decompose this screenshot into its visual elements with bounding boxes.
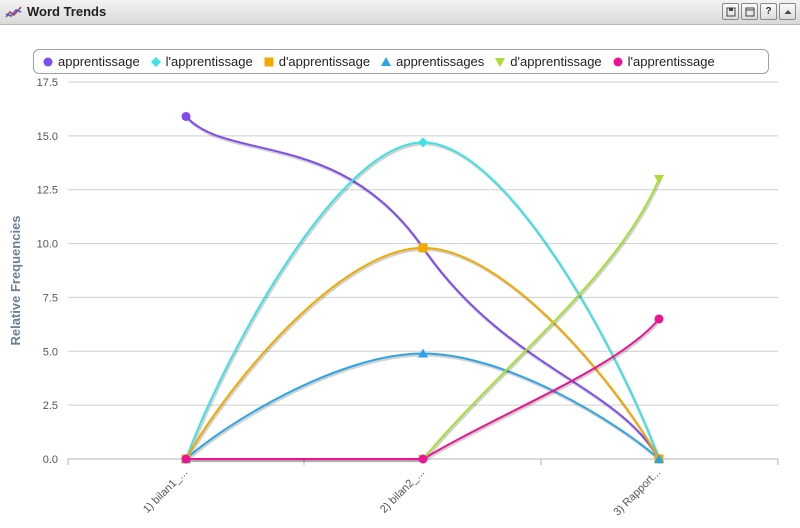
data-point-series-2 [418, 137, 428, 148]
series-line-shadow [187, 179, 662, 462]
legend-marker [495, 57, 506, 67]
y-tick-label: 5.0 [43, 346, 58, 358]
window-title: Word Trends [27, 4, 107, 19]
legend-marker-shape [150, 56, 161, 67]
data-point-series-4 [654, 454, 664, 463]
y-tick-label: 7.5 [43, 292, 58, 304]
legend-marker [150, 56, 161, 67]
y-tick-label: 2.5 [43, 400, 58, 412]
data-point-series-6 [418, 454, 428, 464]
collapse-button[interactable] [779, 3, 796, 20]
legend-item[interactable]: apprentissages [380, 54, 484, 69]
series-line-shadow [187, 319, 662, 462]
data-point-series-4 [418, 348, 428, 358]
legend-marker-shape [381, 56, 392, 66]
data-point-series-1 [181, 111, 191, 121]
legend-marker [381, 56, 392, 66]
title-bar: Word Trends ? [0, 0, 800, 25]
y-tick-label: 17.5 [37, 77, 58, 89]
data-point-series-5 [654, 174, 664, 184]
y-tick-label: 10.0 [37, 239, 58, 251]
trend-chart-icon [5, 6, 22, 18]
legend-marker-shape [495, 57, 506, 67]
y-axis-title: Relative Frequencies [8, 215, 23, 345]
legend-marker-shape [613, 57, 623, 66]
legend-label: l'apprentissage [165, 54, 253, 69]
x-tick-label: 3) Rapport... [611, 467, 663, 519]
series-line-4 [185, 352, 660, 460]
legend-marker [43, 57, 53, 66]
help-button[interactable]: ? [760, 3, 777, 20]
x-tick-label: 2) bilan2_... [378, 467, 427, 516]
legend-marker-shape [264, 57, 274, 66]
legend-item[interactable]: l'apprentissage [150, 54, 253, 69]
legend-item[interactable]: apprentissage [42, 54, 140, 69]
legend-marker-shape [43, 57, 53, 66]
data-point-series-6 [654, 314, 664, 324]
data-point-series-3 [418, 243, 428, 253]
legend-marker [264, 57, 274, 66]
legend-label: d'apprentissage [278, 54, 371, 69]
legend-marker [613, 57, 623, 66]
y-tick-label: 0.0 [43, 454, 58, 466]
legend-item[interactable]: d'apprentissage [494, 54, 602, 69]
save-icon [726, 7, 735, 16]
save-button[interactable] [722, 3, 739, 20]
x-tick-label: 1) bilan1_... [141, 467, 190, 516]
legend-item[interactable]: d'apprentissage [263, 54, 370, 69]
legend-label: l'apprentissage [627, 54, 715, 69]
legend-label: apprentissages [396, 54, 485, 69]
series-line-5 [186, 178, 660, 460]
legend-label: apprentissage [58, 54, 140, 69]
series-line-6 [186, 318, 660, 460]
data-point-series-6 [181, 454, 191, 464]
window-button[interactable] [741, 3, 758, 20]
chart-legend: apprentissage l'apprentissage d'apprentiss… [33, 49, 769, 74]
legend-label: d'apprentissage [510, 54, 602, 69]
help-icon: ? [765, 6, 772, 17]
series-line-shadow [185, 142, 662, 462]
window-toolbar: ? [722, 3, 796, 20]
y-tick-label: 12.5 [37, 185, 58, 197]
legend-item[interactable]: l'apprentissage [612, 54, 715, 69]
window-icon [745, 7, 754, 16]
y-tick-label: 15.0 [37, 131, 58, 143]
collapse-icon [784, 9, 791, 14]
